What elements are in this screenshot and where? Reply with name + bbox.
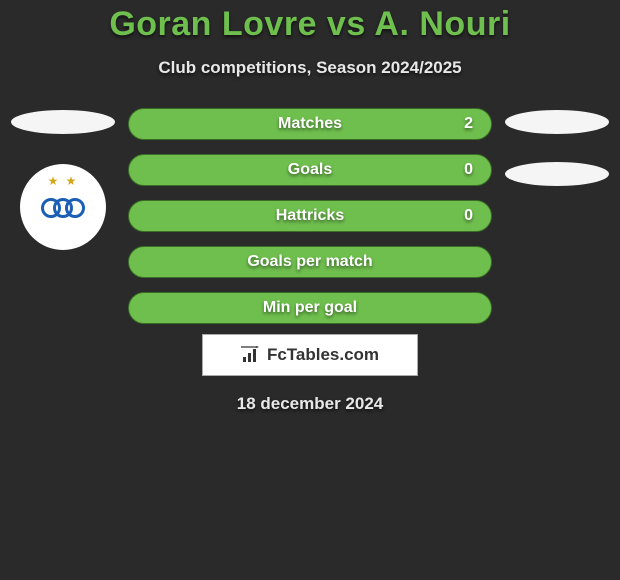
stat-value: 2 [464,115,473,133]
main-row: ★ ★ Matches 2 Goals 0 Hattricks 0 [0,108,620,324]
right-player-col [502,108,612,186]
stat-row-hattricks: Hattricks 0 [128,200,492,232]
stat-value: 0 [464,161,473,179]
club-badge-left: ★ ★ [20,164,106,250]
stat-value: 0 [464,207,473,225]
player-oval-left [11,110,115,134]
stats-column: Matches 2 Goals 0 Hattricks 0 Goals per … [118,108,502,324]
stat-row-goals-per-match: Goals per match [128,246,492,278]
brand-link[interactable]: FcTables.com [202,334,418,376]
bar-chart-icon [241,346,263,364]
date-text: 18 december 2024 [0,394,620,414]
stat-label: Goals [288,161,332,179]
player-oval-right-2 [505,162,609,186]
stat-label: Hattricks [276,207,344,225]
stat-label: Min per goal [263,299,357,317]
stat-label: Matches [278,115,342,133]
rings-icon [45,198,81,218]
stat-row-goals: Goals 0 [128,154,492,186]
comparison-card: Goran Lovre vs A. Nouri Club competition… [0,0,620,414]
left-player-col: ★ ★ [8,108,118,250]
stat-label: Goals per match [247,253,372,271]
page-title: Goran Lovre vs A. Nouri [0,5,620,44]
player-oval-right-1 [505,110,609,134]
stat-row-matches: Matches 2 [128,108,492,140]
subtitle: Club competitions, Season 2024/2025 [0,58,620,78]
brand-text: FcTables.com [267,345,379,365]
star-icon: ★ ★ [48,174,79,188]
stat-row-min-per-goal: Min per goal [128,292,492,324]
